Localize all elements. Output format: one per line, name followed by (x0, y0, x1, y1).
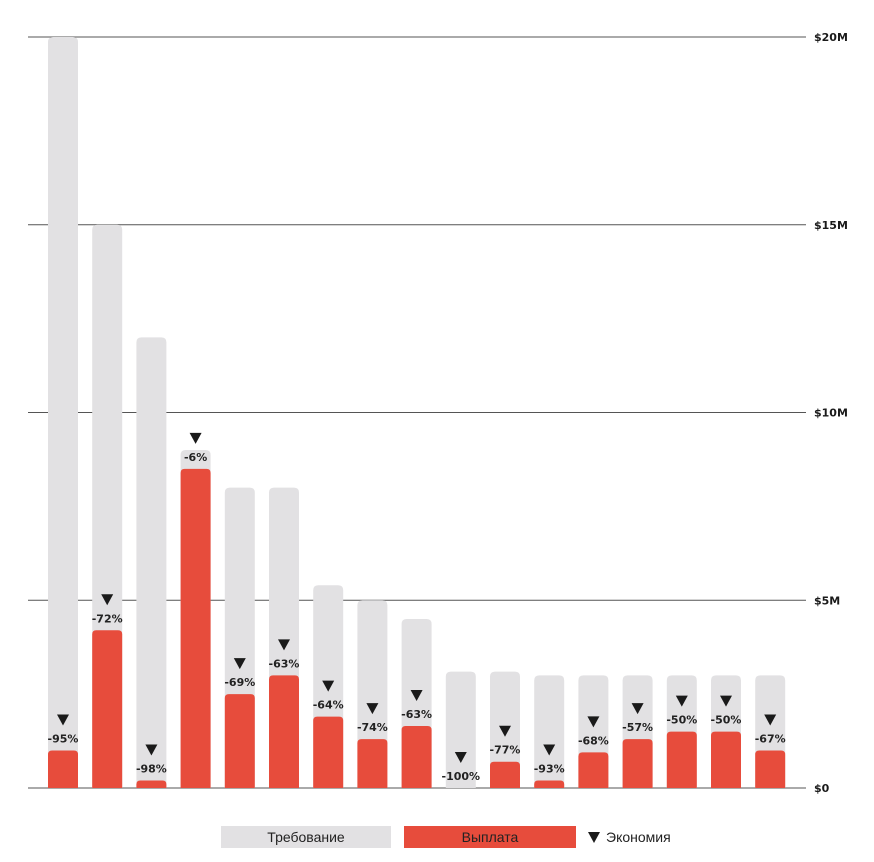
saving-marker-icon (543, 744, 556, 756)
payout-bar (755, 750, 786, 788)
claim-bar (136, 337, 167, 788)
saving-marker-icon (410, 690, 423, 702)
saving-label: -69% (224, 676, 255, 689)
y-tick-label: $0 (814, 782, 830, 795)
saving-label: -68% (578, 734, 609, 747)
saving-label: -63% (269, 657, 300, 670)
y-tick-label: $10M (814, 407, 848, 420)
payout-bar (401, 726, 432, 788)
saving-label: -57% (622, 721, 653, 734)
saving-label: -98% (136, 762, 167, 775)
payout-bar (48, 750, 78, 788)
saving-marker-icon (366, 703, 379, 715)
payout-bar (578, 752, 609, 788)
saving-marker-icon (101, 594, 114, 606)
saving-marker-icon (233, 658, 246, 670)
saving-marker-icon (499, 725, 511, 737)
legend-saving-label: Экономия (606, 829, 671, 845)
saving-marker-icon (720, 695, 732, 707)
saving-marker-icon (587, 716, 600, 728)
saving-label: -72% (92, 612, 123, 625)
claim-bar (534, 675, 565, 788)
saving-label: -67% (755, 732, 786, 745)
payout-bar (92, 630, 123, 788)
legend-claim-label: Требование (267, 829, 345, 845)
saving-marker-icon (675, 695, 688, 707)
payout-bar (666, 731, 697, 788)
payout-bar (490, 761, 520, 788)
payout-bar (622, 739, 653, 788)
bars (48, 37, 786, 788)
saving-marker-icon (631, 703, 644, 715)
payout-bar (313, 716, 344, 788)
saving-marker-icon (764, 714, 777, 726)
saving-marker-icon (454, 752, 467, 763)
payout-bar (136, 780, 167, 788)
saving-marker-icon (145, 744, 158, 756)
payout-bar (224, 694, 255, 788)
saving-label: -100% (442, 770, 481, 783)
saving-labels: -95% -72% -98% -6% -69% -63% -64% -74% -63% -100%… (48, 432, 786, 783)
claim-bar (48, 37, 78, 788)
legend: Требование Выплата Экономия (0, 822, 874, 852)
down-triangle-icon (588, 831, 600, 843)
claim-bar (445, 671, 476, 788)
y-tick-label: $20M (814, 31, 848, 44)
y-tick-label: $5M (814, 594, 840, 607)
legend-saving: Экономия (588, 826, 708, 848)
legend-payout: Выплата (404, 826, 576, 848)
saving-marker-icon (322, 680, 335, 692)
payout-bar (534, 780, 565, 788)
saving-label: -77% (490, 744, 521, 757)
saving-marker-icon (278, 639, 290, 651)
payout-bar (269, 675, 299, 788)
payout-bar (180, 468, 211, 788)
saving-label: -50% (711, 714, 742, 727)
legend-payout-label: Выплата (461, 829, 519, 845)
payout-bar (711, 731, 741, 788)
y-tick-label: $15M (814, 219, 848, 232)
payout-bar (357, 739, 388, 788)
saving-marker-icon (57, 714, 69, 726)
y-axis-ticks: $0 $5M $10M $15M $20M (814, 31, 848, 795)
saving-marker-icon (189, 432, 202, 444)
legend-claim: Требование (221, 826, 391, 848)
saving-label: -50% (666, 714, 697, 727)
saving-label: -64% (313, 699, 344, 712)
saving-label: -6% (184, 451, 207, 464)
saving-label: -74% (357, 721, 388, 734)
saving-label: -93% (534, 762, 565, 775)
saving-label: -63% (401, 708, 432, 721)
saving-label: -95% (48, 732, 79, 745)
